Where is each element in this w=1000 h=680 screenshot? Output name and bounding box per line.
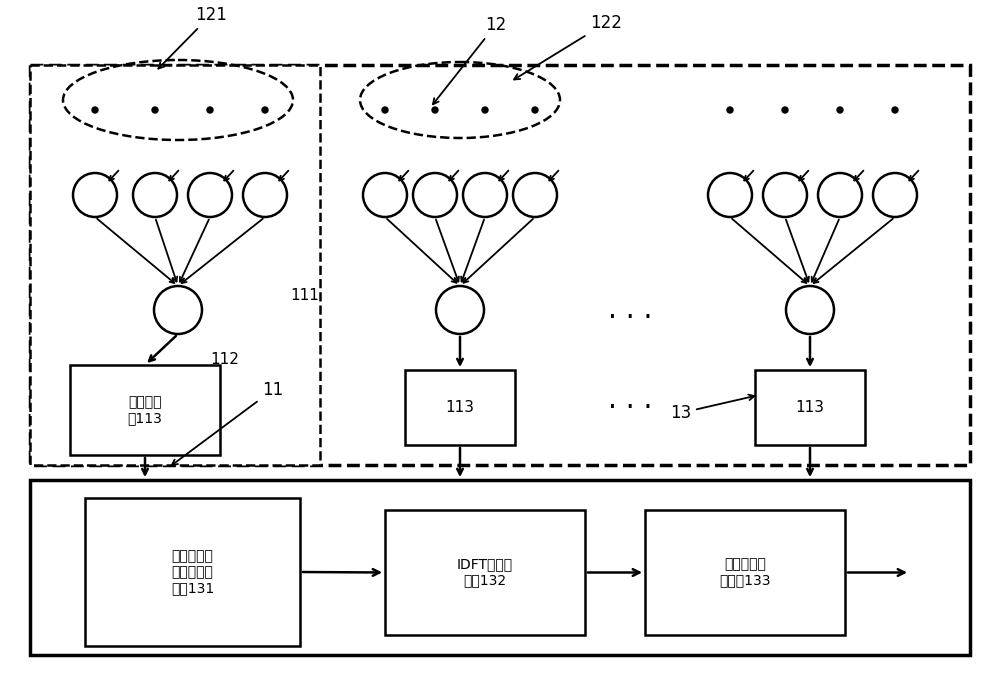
Bar: [30, 480, 970, 655]
Bar: [405, 370, 515, 445]
Text: . . .: . . .: [608, 386, 652, 414]
Text: 113: 113: [446, 400, 475, 415]
Text: 到达角计算
子模块133: 到达角计算 子模块133: [719, 558, 771, 588]
Bar: [755, 370, 865, 445]
Bar: [85, 498, 300, 646]
Circle shape: [432, 107, 438, 113]
Text: 相邻子阵相
位差计算子
模块131: 相邻子阵相 位差计算子 模块131: [171, 549, 214, 595]
Text: . . .: . . .: [608, 296, 652, 324]
Circle shape: [482, 107, 488, 113]
Circle shape: [382, 107, 388, 113]
Circle shape: [262, 107, 268, 113]
Text: 11: 11: [172, 381, 283, 465]
Text: 113: 113: [796, 400, 824, 415]
Text: 13: 13: [670, 394, 754, 422]
Text: 121: 121: [158, 6, 227, 69]
Circle shape: [207, 107, 213, 113]
Text: 转换子模
块113: 转换子模 块113: [128, 395, 162, 425]
Circle shape: [892, 107, 898, 113]
Circle shape: [532, 107, 538, 113]
Circle shape: [782, 107, 788, 113]
Circle shape: [727, 107, 733, 113]
Text: 112: 112: [210, 352, 239, 367]
Text: 12: 12: [433, 16, 506, 104]
Bar: [30, 65, 320, 465]
Text: IDFT计算子
模块132: IDFT计算子 模块132: [457, 558, 513, 588]
Circle shape: [92, 107, 98, 113]
Text: 111: 111: [290, 288, 319, 303]
Bar: [30, 65, 970, 465]
Bar: [70, 365, 220, 455]
Text: 122: 122: [514, 14, 622, 80]
Bar: [385, 510, 585, 635]
Bar: [645, 510, 845, 635]
Circle shape: [152, 107, 158, 113]
Circle shape: [837, 107, 843, 113]
